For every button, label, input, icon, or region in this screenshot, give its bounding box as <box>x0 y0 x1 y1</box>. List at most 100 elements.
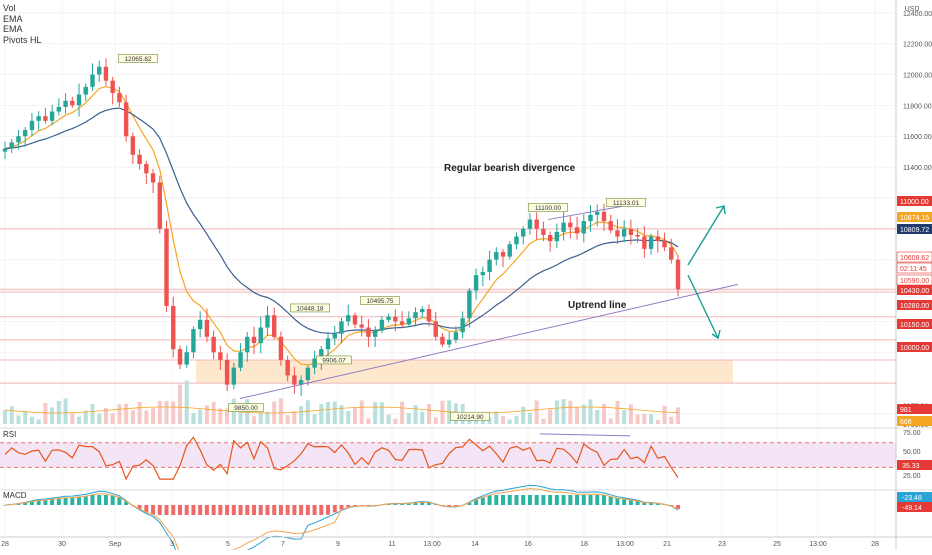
candle-body <box>84 87 88 95</box>
rsi-tick: 50.00 <box>903 449 921 456</box>
candle-body <box>110 81 114 93</box>
candle-body <box>460 318 464 332</box>
candle-body <box>211 337 215 352</box>
macd-histogram-bar <box>319 505 323 515</box>
volume-bar <box>562 399 566 424</box>
volume-bar <box>407 413 411 424</box>
pivot-label: 10214.90 <box>456 414 483 421</box>
macd-histogram-bar <box>589 495 593 505</box>
volume-bar <box>373 402 377 424</box>
rsi-divergence-line <box>540 434 630 436</box>
macd-histogram-bar <box>313 505 317 515</box>
candle-body <box>366 328 370 337</box>
candle-body <box>346 315 350 321</box>
candle-body <box>413 312 417 318</box>
volume-bar <box>43 403 47 424</box>
volume-bar <box>151 408 155 424</box>
price-axis[interactable]: USD12400.0012200.0012000.0011800.0011600… <box>896 0 932 550</box>
candle-body <box>124 102 128 136</box>
candle-body <box>23 130 27 136</box>
candle-body <box>238 352 242 367</box>
legend-ema-1[interactable]: EMA <box>3 14 42 25</box>
volume-bar <box>259 412 263 424</box>
rsi-tick: 25.00 <box>903 473 921 480</box>
candle-body <box>97 67 101 75</box>
volume-bar <box>144 410 148 424</box>
volume-bar <box>366 418 370 424</box>
volume-bar <box>178 385 182 424</box>
volume-bar <box>117 404 121 424</box>
rsi-title: RSI <box>3 430 16 439</box>
candle-body <box>57 107 61 112</box>
legend-vol[interactable]: Vol <box>3 3 42 14</box>
candle-body <box>326 338 330 349</box>
volume-bar <box>568 401 572 424</box>
indicator-legend: Vol EMA EMA Pivots HL <box>3 3 42 45</box>
volume-bar <box>333 402 337 424</box>
macd-histogram-bar <box>615 498 619 505</box>
candle-body <box>30 121 34 130</box>
candle-body <box>427 309 431 321</box>
macd-histogram-bar <box>488 495 492 505</box>
macd-histogram-bar <box>77 497 81 505</box>
macd-histogram-bar <box>299 505 303 515</box>
macd-histogram-bar <box>333 505 337 512</box>
volume-bar <box>346 411 350 424</box>
volume-bar <box>252 416 256 424</box>
support-zone <box>196 360 733 383</box>
price-tick: 12400.00 <box>903 11 932 18</box>
volume-bar <box>521 407 525 424</box>
macd-histogram-bar <box>104 495 108 505</box>
macd-histogram-bar <box>245 505 249 515</box>
pivot-label: 11133.01 <box>613 200 640 207</box>
time-tick: 25 <box>773 541 781 548</box>
volume-bar <box>37 419 41 424</box>
macd-histogram-bar <box>165 505 169 515</box>
macd-histogram-bar <box>622 499 626 505</box>
time-tick: 11 <box>388 541 395 548</box>
volume-bar <box>595 410 599 424</box>
volume-bar <box>191 413 195 424</box>
pivot-label: 11100.00 <box>535 205 562 212</box>
candle-body <box>164 229 168 306</box>
macd-title: MACD <box>3 491 27 500</box>
price-label: 02:11:45 <box>900 266 927 273</box>
legend-ema-2[interactable]: EMA <box>3 24 42 35</box>
candle-body <box>339 321 343 333</box>
pivot-label: 10448.18 <box>296 305 323 312</box>
macd-histogram-bar <box>97 495 101 505</box>
candle-body <box>420 309 424 312</box>
macd-histogram-bar <box>64 498 68 505</box>
macd-histogram-bar <box>265 505 269 515</box>
macd-histogram-bar <box>326 505 330 515</box>
candle-body <box>218 352 222 360</box>
macd-histogram-bar <box>43 500 47 505</box>
volume-bar <box>10 406 14 424</box>
candle-body <box>36 116 40 121</box>
volume-bar <box>292 411 296 424</box>
candle-body <box>144 164 148 173</box>
price-tick: 11800.00 <box>903 103 932 110</box>
macd-histogram-bar <box>191 505 195 515</box>
macd-histogram-bar <box>501 495 505 505</box>
macd-histogram-bar <box>205 505 209 515</box>
candle-body <box>70 101 74 106</box>
volume-bar <box>286 415 290 424</box>
candle-body <box>77 95 81 106</box>
volume-bar <box>279 398 283 424</box>
volume-bar <box>319 404 323 424</box>
volume-bar <box>23 411 27 424</box>
price-label: 11000.00 <box>900 199 929 206</box>
volume-bar <box>70 414 74 424</box>
legend-pivots[interactable]: Pivots HL <box>3 35 42 46</box>
uptrend-label: Uptrend line <box>568 300 627 311</box>
candle-body <box>279 337 283 360</box>
macd-pane: MACD <box>0 485 932 550</box>
candle-body <box>265 315 269 327</box>
candle-body <box>90 75 94 87</box>
volume-bar <box>131 410 135 424</box>
time-tick: 5 <box>226 541 230 548</box>
